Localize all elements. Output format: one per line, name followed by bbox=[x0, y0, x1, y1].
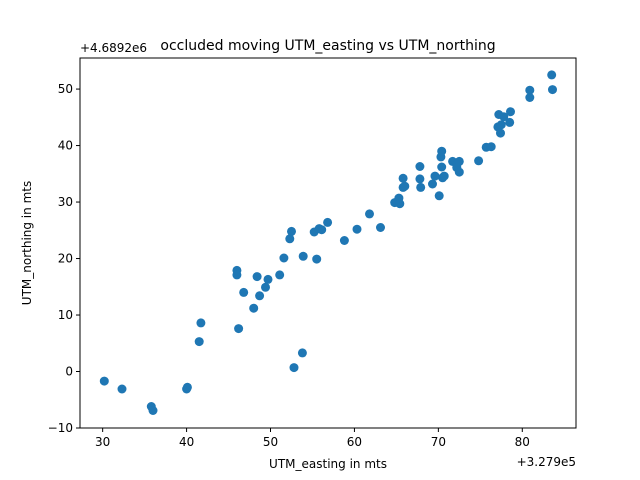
x-tick-label: 30 bbox=[95, 435, 110, 449]
y-axis-label: UTM_northing in mts bbox=[20, 181, 34, 305]
data-point bbox=[249, 303, 259, 313]
data-point bbox=[287, 226, 296, 236]
y-offset-label: +4.6892e6 bbox=[80, 41, 147, 55]
y-tick-label: 10 bbox=[58, 308, 73, 322]
x-tick-label: 70 bbox=[431, 435, 446, 449]
y-tick-label: 50 bbox=[58, 82, 73, 96]
x-tick-label: 50 bbox=[263, 435, 278, 449]
data-point bbox=[505, 117, 515, 127]
data-point bbox=[339, 236, 349, 245]
data-point bbox=[496, 120, 506, 130]
data-point bbox=[117, 384, 127, 394]
x-tick-label: 40 bbox=[179, 435, 194, 449]
x-tick-label: 60 bbox=[347, 435, 362, 449]
data-point bbox=[415, 162, 425, 171]
data-point bbox=[486, 142, 496, 152]
data-point bbox=[263, 274, 273, 284]
data-point bbox=[430, 171, 440, 181]
data-point bbox=[400, 181, 410, 191]
data-point bbox=[148, 406, 158, 415]
data-point bbox=[194, 337, 204, 347]
data-point bbox=[496, 128, 505, 138]
data-point bbox=[398, 173, 408, 183]
points-layer bbox=[99, 70, 557, 415]
data-point bbox=[437, 146, 447, 156]
data-point bbox=[275, 270, 285, 280]
data-point bbox=[454, 167, 464, 177]
data-point bbox=[289, 363, 299, 373]
data-point bbox=[297, 348, 307, 358]
data-point bbox=[323, 217, 333, 227]
data-point bbox=[499, 112, 509, 122]
data-point bbox=[506, 107, 515, 117]
data-point bbox=[439, 171, 449, 181]
data-point bbox=[434, 191, 444, 201]
data-point bbox=[298, 251, 308, 261]
data-point bbox=[234, 324, 244, 334]
data-point bbox=[312, 254, 322, 264]
data-point bbox=[99, 376, 109, 386]
data-point bbox=[428, 179, 437, 189]
data-point bbox=[279, 253, 289, 263]
plot-frame bbox=[79, 57, 577, 429]
y-tick-label: 0 bbox=[65, 365, 73, 379]
data-point bbox=[525, 93, 535, 102]
data-point bbox=[416, 182, 426, 192]
data-point bbox=[395, 199, 405, 209]
data-point bbox=[261, 282, 270, 292]
chart-title: occluded moving UTM_easting vs UTM_north… bbox=[160, 38, 495, 54]
data-point bbox=[365, 209, 374, 219]
data-point bbox=[239, 287, 249, 297]
data-point bbox=[547, 70, 557, 80]
x-tick-label: 80 bbox=[515, 435, 530, 449]
data-point bbox=[415, 174, 425, 184]
data-point bbox=[548, 85, 557, 95]
y-tick-label: 20 bbox=[58, 252, 73, 266]
data-point bbox=[437, 162, 447, 172]
data-point bbox=[454, 156, 464, 166]
ticks-layer: 30 40 50 60 70 80 −10 0 10 20 30 40 50 bbox=[48, 82, 530, 449]
x-offset-label: +3.279e5 bbox=[517, 455, 576, 469]
y-tick-label: 40 bbox=[58, 139, 73, 153]
data-point bbox=[317, 225, 327, 235]
data-point bbox=[285, 234, 295, 244]
data-point bbox=[255, 291, 265, 301]
x-axis-label: UTM_easting in mts bbox=[269, 457, 387, 471]
y-tick-label: 30 bbox=[58, 195, 73, 209]
data-point bbox=[232, 270, 242, 280]
data-point bbox=[352, 224, 362, 234]
data-point bbox=[525, 85, 535, 95]
data-point bbox=[376, 223, 385, 232]
y-tick-label: −10 bbox=[48, 421, 73, 435]
data-point bbox=[252, 272, 262, 282]
data-point bbox=[474, 156, 484, 166]
data-point bbox=[196, 318, 206, 328]
data-point bbox=[182, 382, 192, 392]
